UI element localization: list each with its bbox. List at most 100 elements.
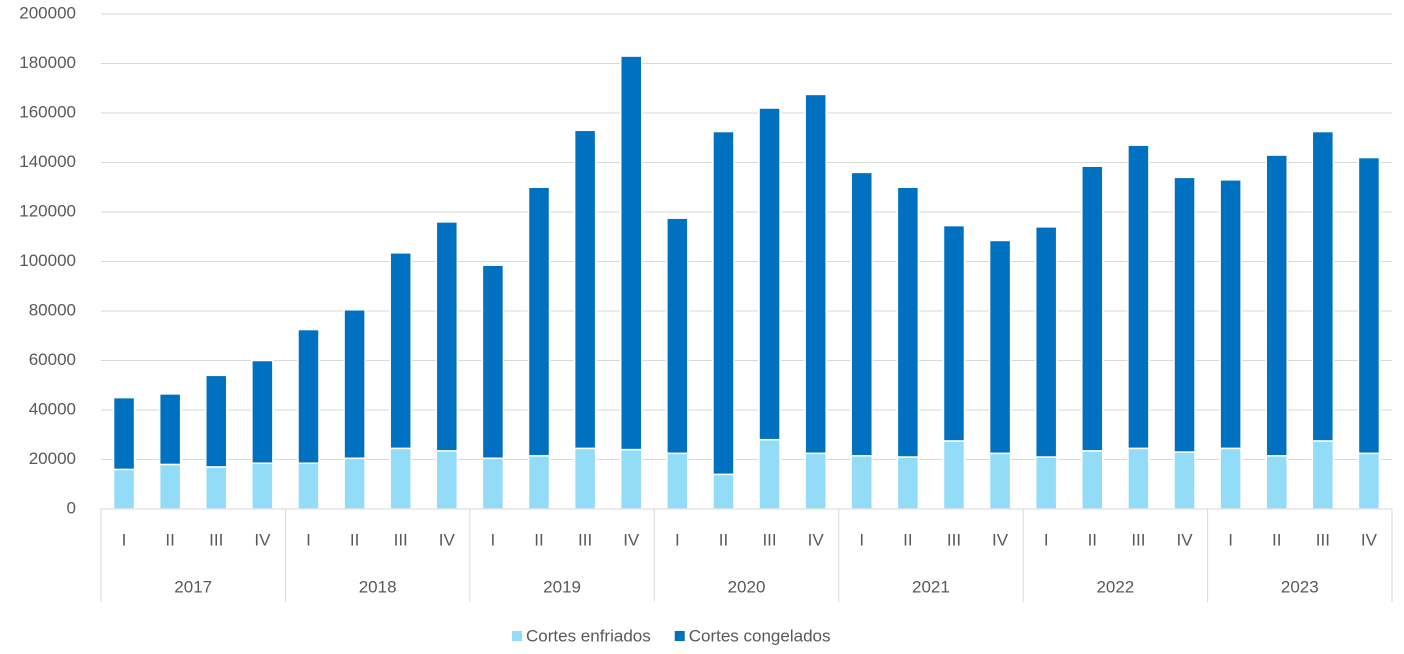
- bar-segment: [1357, 452, 1381, 510]
- bar-segment: [573, 447, 597, 510]
- bar-segment: [942, 224, 966, 442]
- bar-segment: [1127, 447, 1150, 510]
- legend-label: Cortes enfriados: [526, 626, 651, 645]
- bar-segment: [804, 452, 827, 510]
- x-tick-label: I: [306, 530, 311, 549]
- legend-swatch: [674, 631, 685, 641]
- bar-segment: [666, 217, 689, 455]
- x-tick-label: II: [903, 530, 912, 549]
- bar-segment: [112, 396, 136, 471]
- bar-segment: [343, 309, 366, 460]
- y-tick-label: 160000: [19, 102, 76, 121]
- bar-segment: [1219, 447, 1242, 510]
- bar-segment: [896, 186, 920, 458]
- bar-segment: [850, 455, 874, 510]
- bar-segment: [1219, 179, 1242, 450]
- group-label: 2021: [912, 577, 950, 596]
- x-tick-label: II: [1088, 530, 1097, 549]
- x-tick-label: IV: [808, 530, 825, 549]
- x-tick-label: I: [491, 530, 496, 549]
- bar-segment: [435, 450, 459, 510]
- x-tick-label: IV: [254, 530, 271, 549]
- x-tick-label: I: [1044, 530, 1049, 549]
- group-label: 2022: [1096, 577, 1134, 596]
- bar-segment: [1173, 176, 1196, 453]
- y-tick-label: 140000: [19, 152, 76, 171]
- bar-segment: [804, 93, 827, 455]
- y-tick-label: 120000: [19, 201, 76, 220]
- y-tick-label: 0: [67, 498, 76, 517]
- bar-segment: [896, 456, 920, 510]
- bar-segment: [1311, 130, 1335, 442]
- bar-segment: [297, 328, 320, 464]
- group-label: 2019: [543, 577, 581, 596]
- x-tick-label: IV: [623, 530, 640, 549]
- x-tick-label: III: [1316, 530, 1330, 549]
- bar-segment: [758, 107, 781, 441]
- y-tick-label: 200000: [19, 3, 76, 22]
- bar-segment: [573, 129, 597, 450]
- bar-segment: [389, 447, 412, 510]
- bar-segment: [205, 466, 228, 510]
- x-tick-label: I: [1228, 530, 1233, 549]
- x-tick-label: IV: [992, 530, 1009, 549]
- x-tick-label: II: [719, 530, 728, 549]
- x-tick-label: III: [209, 530, 223, 549]
- x-tick-label: II: [165, 530, 174, 549]
- bar-segment: [205, 374, 228, 468]
- y-tick-label: 180000: [19, 53, 76, 72]
- group-label: 2023: [1281, 577, 1319, 596]
- x-tick-label: I: [122, 530, 127, 549]
- bar-segment: [158, 463, 182, 510]
- legend-swatch: [512, 631, 522, 641]
- y-tick-label: 20000: [29, 449, 76, 468]
- x-tick-label: I: [675, 530, 680, 549]
- bar-segment: [666, 452, 689, 510]
- bar-segment: [1081, 450, 1104, 510]
- bar-segment: [112, 468, 136, 510]
- y-tick-label: 100000: [19, 251, 76, 270]
- x-tick-label: III: [762, 530, 776, 549]
- x-tick-label: IV: [1361, 530, 1378, 549]
- bar-segment: [988, 452, 1012, 510]
- y-tick-label: 40000: [29, 399, 76, 418]
- bar-segment: [1265, 455, 1288, 510]
- group-label: 2018: [359, 577, 397, 596]
- bar-segment: [389, 252, 412, 450]
- bar-segment: [251, 462, 274, 510]
- bar-segment: [435, 221, 459, 452]
- group-label: 2017: [174, 577, 212, 596]
- x-tick-label: II: [534, 530, 543, 549]
- y-tick-label: 80000: [29, 300, 76, 319]
- bar-segment: [481, 457, 505, 510]
- bar-segment: [251, 359, 274, 464]
- x-tick-label: IV: [439, 530, 456, 549]
- x-tick-label: III: [394, 530, 408, 549]
- bar-segment: [1034, 226, 1058, 458]
- bar-segment: [481, 264, 505, 460]
- x-tick-label: II: [1272, 530, 1281, 549]
- x-tick-label: III: [1131, 530, 1145, 549]
- x-tick-label: IV: [1176, 530, 1193, 549]
- bar-segment: [527, 186, 551, 457]
- x-tick-label: II: [350, 530, 359, 549]
- bar-segment: [1034, 456, 1058, 510]
- bar-segment: [1265, 154, 1288, 457]
- x-tick-label: III: [947, 530, 961, 549]
- bar-segment: [1127, 144, 1150, 450]
- bar-segment: [527, 455, 551, 510]
- y-tick-label: 60000: [29, 350, 76, 369]
- bar-segment: [343, 457, 366, 510]
- bar-segment: [1081, 165, 1104, 452]
- bar-segment: [1173, 451, 1196, 510]
- x-tick-label: III: [578, 530, 592, 549]
- bar-segment: [158, 393, 182, 466]
- bar-segment: [942, 440, 966, 510]
- bar-segment: [297, 462, 320, 510]
- group-label: 2020: [728, 577, 766, 596]
- bar-segment: [619, 55, 643, 451]
- bar-segment: [1357, 156, 1381, 455]
- bar-segment: [1311, 440, 1335, 510]
- legend-label: Cortes congelados: [689, 626, 831, 645]
